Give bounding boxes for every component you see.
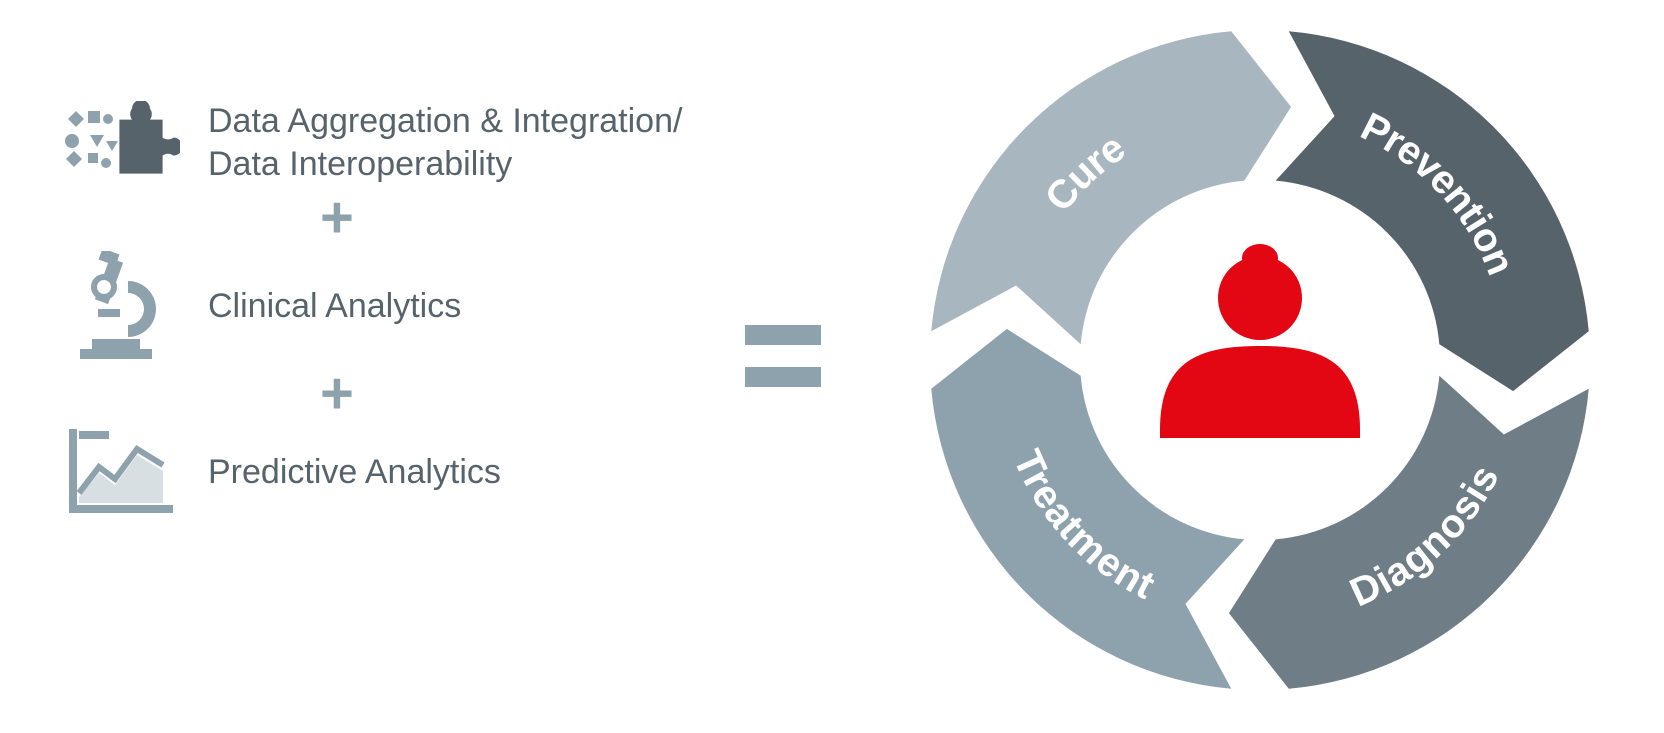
- equals-bar: [745, 325, 821, 345]
- label-line: Data Aggregation & Integration/: [208, 102, 682, 140]
- equals-operator: [745, 325, 821, 387]
- equals-bar: [745, 367, 821, 387]
- input-item-clinical: Clinical Analytics: [60, 251, 700, 361]
- inputs-column: Data Aggregation & Integration/ Data Int…: [60, 100, 700, 517]
- chart-icon: [60, 427, 180, 517]
- input-item-data: Data Aggregation & Integration/ Data Int…: [60, 100, 700, 185]
- diagram-stage: Data Aggregation & Integration/ Data Int…: [0, 0, 1664, 733]
- label-line: Clinical Analytics: [208, 287, 461, 325]
- input-label-clinical: Clinical Analytics: [208, 285, 461, 328]
- plus-operator: +: [320, 189, 700, 247]
- cycle-ring: CurePreventionDiagnosisTreatment: [900, 0, 1620, 720]
- plus-operator: +: [320, 365, 700, 423]
- data-puzzle-icon: [60, 101, 180, 185]
- input-label-predictive: Predictive Analytics: [208, 451, 501, 494]
- input-label-data: Data Aggregation & Integration/ Data Int…: [208, 100, 682, 185]
- input-item-predictive: Predictive Analytics: [60, 427, 700, 517]
- label-line: Data Interoperability: [208, 145, 512, 183]
- microscope-icon: [60, 251, 180, 361]
- label-line: Predictive Analytics: [208, 453, 501, 491]
